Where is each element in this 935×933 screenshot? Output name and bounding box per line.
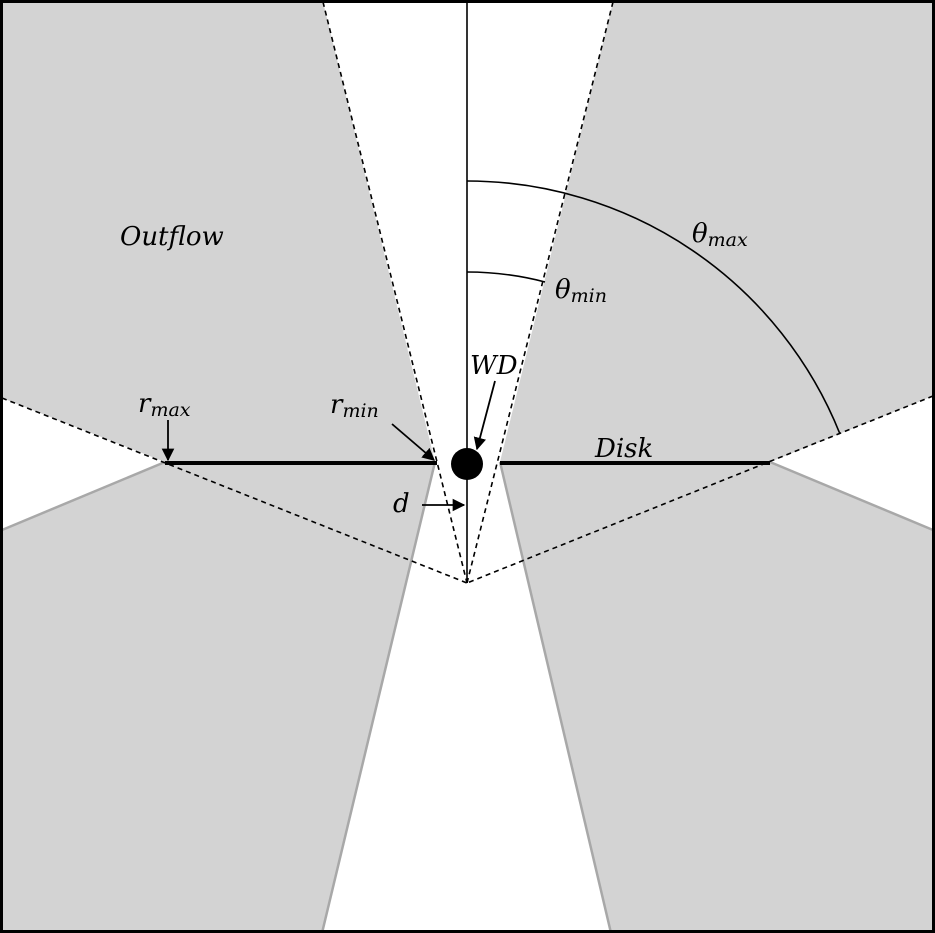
cone-inner-left — [322, 1, 468, 584]
r-max-label: rmax — [138, 389, 191, 421]
dashed-cone-lines — [1, 1, 934, 584]
wd-arrow — [473, 380, 496, 451]
lower-left-inner-edge — [320, 461, 437, 933]
theta-min-label: θmin — [555, 275, 607, 307]
outflow-label: Outflow — [120, 222, 224, 252]
lower-left-outer-edge — [1, 460, 166, 532]
disk-label: Disk — [594, 434, 653, 464]
cone-inner-right — [466, 1, 614, 584]
theta-min-arc — [466, 271, 546, 283]
r-min-label: rmin — [330, 390, 379, 422]
lower-right-inner-edge — [498, 461, 613, 933]
theta-max-arc — [466, 180, 841, 435]
upper-left-outflow-region — [2, 2, 435, 462]
cone-outer-right — [466, 395, 934, 584]
cone-outer-left — [1, 397, 468, 584]
white-dwarf-dot — [451, 448, 483, 480]
lower-left-region — [2, 462, 435, 933]
lower-right-outer-edge — [769, 460, 934, 532]
d-label: d — [393, 489, 410, 519]
upper-right-outflow-region — [500, 2, 933, 462]
theta-max-label: θmax — [692, 219, 748, 251]
lower-right-region — [500, 462, 933, 933]
wd-label: WD — [470, 351, 518, 381]
r-min-arrow — [391, 423, 435, 461]
